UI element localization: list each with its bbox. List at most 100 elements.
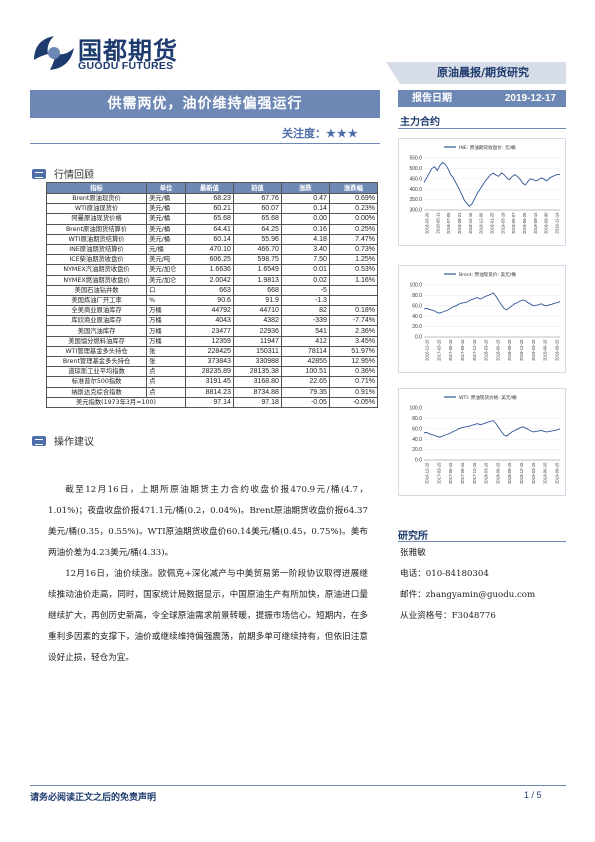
- table-cell: 3.40: [280, 243, 330, 256]
- table-cell: 44792: [184, 305, 234, 317]
- table-cell: 82: [280, 305, 330, 317]
- disclaimer-link[interactable]: 请务必阅读正文之后的免责声明: [30, 793, 157, 803]
- table-cell: 606.25: [184, 254, 234, 266]
- x-tick-label: 2016-12-15: [425, 462, 430, 484]
- table-cell: 330988: [232, 355, 282, 368]
- table-cell: -7.74%: [328, 315, 379, 327]
- table-cell: 4.18: [280, 233, 330, 245]
- table-cell: 点: [146, 366, 186, 378]
- y-tick-label: 350.0: [409, 197, 422, 203]
- table-cell: 点: [146, 386, 186, 398]
- x-tick-label: 2017-03-15: [436, 339, 441, 361]
- table-cell: 97.14: [184, 396, 234, 408]
- table-cell: 466.70: [232, 243, 282, 256]
- table-row: Brent原油现货价 美元/桶 68.23 67.76 0.47 0.69%: [45, 192, 379, 205]
- table-cell: 美元/桶: [146, 233, 186, 245]
- table-cell: Brent原油期货结算价: [45, 223, 148, 235]
- report-date-bar: 报告日期 2019-12-17: [398, 90, 566, 107]
- table-cell: 44710: [232, 305, 282, 317]
- x-tick-label: 2018-10-16: [468, 212, 473, 234]
- table-cell: 28235.89: [184, 366, 234, 378]
- chart-frame: [398, 388, 566, 496]
- table-cell: 道琼斯工业平均指数: [45, 366, 148, 378]
- x-tick-label: 2019-01-25: [490, 212, 495, 234]
- advice-paragraph: 12月16日，油价续涨。欧佩克+深化减产与中美贸易第一阶段协议取得进展继续推动油…: [48, 569, 368, 663]
- y-tick-label: 400.0: [409, 187, 422, 193]
- section-title: 行情回顾: [54, 170, 94, 181]
- table-cell: 0.01: [280, 264, 330, 276]
- table-cell: 12359: [184, 335, 234, 347]
- main-contract-label: 主力合约: [400, 117, 440, 128]
- table-row: ICE柴油期货收盘价 美元/吨 606.25 598.75 7.50 1.25%: [45, 254, 379, 266]
- y-tick-label: 0.0: [415, 335, 422, 341]
- y-tick-label: 550.0: [409, 156, 422, 162]
- table-cell: 0.91%: [328, 386, 379, 398]
- table-cell: -5: [280, 284, 330, 296]
- divider: [398, 541, 566, 542]
- table-row: 纳斯达克综合指数点 8814.23 8734.88 79.35 0.91%: [45, 386, 379, 398]
- table-cell: 373843: [184, 355, 234, 368]
- table-cell: 美元/桶: [146, 213, 186, 225]
- x-tick-label: 2018-06-15: [495, 339, 500, 361]
- table-cell: 0.16: [280, 223, 330, 235]
- table-cell: 8734.88: [232, 386, 282, 398]
- table-cell: 0.00%: [328, 213, 379, 225]
- company-name-en: GUODU FUTURES: [78, 60, 174, 72]
- x-tick-label: 2019-03-15: [531, 462, 536, 484]
- table-cell: %: [146, 294, 186, 307]
- x-tick-label: 2018-12-15: [519, 462, 524, 484]
- table-cell: 60.21: [184, 203, 234, 215]
- table-cell: 美元/桶: [146, 203, 186, 215]
- column-header: 涨跌: [280, 182, 330, 194]
- legend-label: WTI: 原油现货价格: 美元/桶: [459, 394, 517, 401]
- y-tick-label: 100.0: [409, 283, 422, 289]
- table-cell: 8814.23: [184, 386, 234, 398]
- table-cell: 0.47: [280, 192, 330, 205]
- company-name-cn: 国都期货: [78, 37, 178, 65]
- advice-paragraph: 截至12月16日，上期所原油期货主力合约收盘价报470.9元/桶(4.7，1.0…: [48, 485, 368, 558]
- table-row: WTI管理基金多头持仓张 228425 150311 78114 51.97%: [45, 345, 379, 358]
- table-cell: WTI原油期货结算价: [45, 233, 148, 245]
- table-cell: 663: [184, 284, 234, 296]
- legend-label: Brent: 原油现货价: 美元/桶: [459, 271, 516, 278]
- x-tick-label: 2017-09-15: [460, 339, 465, 361]
- y-tick-label: 60.0: [412, 303, 422, 309]
- y-tick-label: 20.0: [412, 324, 422, 330]
- y-tick-label: 100.0: [409, 406, 422, 412]
- table-cell: Brent管理基金多头持仓: [45, 355, 148, 368]
- table-cell: 美国馏分燃料油库存: [45, 335, 148, 347]
- table-row: 美元指数(1973年3月=100) 97.14 97.18 -0.05 -0.05%: [46, 396, 379, 408]
- table-cell: 0.02: [280, 274, 330, 286]
- y-tick-label: 80.0: [412, 416, 422, 422]
- x-tick-label: 2019-06-15: [543, 462, 548, 484]
- table-cell: 1.16%: [328, 274, 379, 286]
- table-row: 美国馏分燃料油库存 万桶 12359 11947 412 3.45%: [45, 335, 379, 347]
- date-label: 报告日期: [412, 93, 452, 104]
- analyst-name: 张雅敏: [400, 548, 426, 558]
- table-cell: 91.9: [232, 294, 282, 307]
- analyst-email[interactable]: 邮件：zhangyamin@guodu.com: [400, 590, 536, 600]
- x-tick-label: 2019-03-15: [531, 339, 536, 361]
- series-line: [423, 162, 561, 207]
- table-cell: 3191.45: [184, 376, 234, 388]
- table-cell: 美元指数(1973年3月=100): [46, 396, 186, 408]
- x-tick-label: 2018-12-06: [479, 212, 484, 234]
- table-cell: 美国石油钻井数: [45, 284, 148, 296]
- x-tick-label: 2017-03-15: [436, 462, 441, 484]
- table-cell: 470.10: [184, 243, 234, 256]
- research-title: 研究所: [398, 531, 428, 542]
- table-row: WTI原油现货价 美元/桶 60.21 60.07 0.14 0.23%: [45, 203, 379, 215]
- ine-price-chart: INE: 原油期货收盘价: 元/桶 550.0 500.0 450.0 400.0 350…: [398, 138, 566, 246]
- table-cell: NYMEX燃油期货收盘价: [45, 274, 148, 286]
- chart-frame: [398, 265, 566, 373]
- y-tick-label: 40.0: [412, 314, 422, 320]
- table-cell: 口: [146, 284, 186, 296]
- advice-body: 截至12月16日，上期所原油期货主力合约收盘价报470.9元/桶(4.7，1.0…: [48, 480, 368, 669]
- table-cell: 纳斯达克综合指数: [45, 386, 148, 398]
- column-header: 涨跌幅: [328, 182, 379, 194]
- table-cell: 1.6549: [232, 264, 282, 276]
- wti-price-chart: WTI: 原油现货价格: 美元/桶 100.0 80.0 60.0 40.0 20.0 0.…: [398, 388, 566, 496]
- table-cell: 28135.38: [232, 366, 282, 378]
- analyst-cert: 从业资格号：F3048776: [400, 611, 496, 621]
- table-cell: 55.96: [232, 233, 282, 245]
